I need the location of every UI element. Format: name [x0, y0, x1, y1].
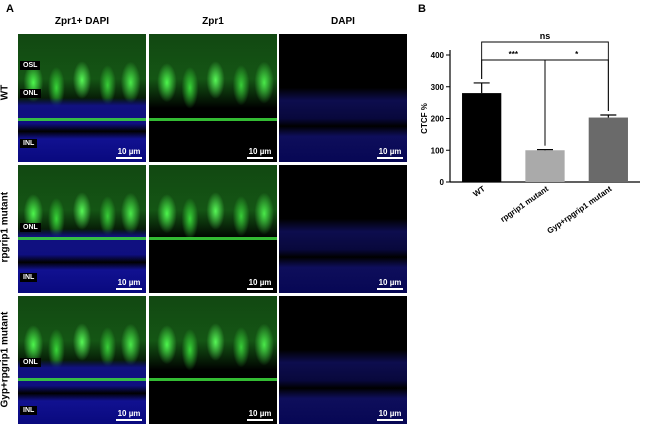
scale-bar: 10 µm [247, 409, 273, 421]
scale-bar: 10 µm [377, 409, 403, 421]
scale-bar: 10 µm [247, 278, 273, 290]
column-header-merge: Zpr1+ DAPI [54, 16, 110, 27]
x-tick-label: WT [471, 184, 486, 199]
panel-b-letter: B [418, 3, 426, 15]
column-header-zpr1: Zpr1 [202, 16, 224, 27]
significance-label: ns [540, 31, 551, 41]
layer-label-inl: INL [20, 406, 38, 415]
scale-bar: 10 µm [247, 147, 273, 159]
layer-label-onl: ONL [20, 358, 41, 367]
bar-2 [588, 117, 628, 182]
scale-bar: 10 µm [116, 147, 142, 159]
y-tick-label: 400 [431, 51, 445, 60]
layer-label-onl: ONL [20, 223, 41, 232]
ctcf-bar-chart: 0 100 200 300 400 CTCF % WT rpgrip1 mutantGyp+r… [420, 31, 640, 236]
scale-bar: 10 µm [377, 147, 403, 159]
micrograph-gyp-rpgrip1-merge: ONL INL 10 µm [18, 296, 146, 424]
bar-0 [462, 93, 502, 182]
scale-bar-text: 10 µm [378, 278, 402, 287]
micrograph-wt-dapi: 10 µm [279, 34, 407, 162]
y-tick-label: 300 [431, 83, 445, 92]
row-label-gyp-rpgrip1-mutant: Gyp+rpgrip1 mutant [0, 311, 11, 408]
bar-1 [525, 150, 565, 182]
row-label-rpgrip1-mutant: rpgrip1 mutant [0, 191, 11, 263]
y-axis-label: CTCF % [420, 103, 429, 134]
scale-bar: 10 µm [116, 278, 142, 290]
y-tick-label: 100 [431, 146, 445, 155]
micrograph-gyp-rpgrip1-dapi: 10 µm [279, 296, 407, 424]
y-tick-label: 200 [431, 115, 445, 124]
significance-label: * [575, 50, 579, 59]
scale-bar: 10 µm [377, 278, 403, 290]
scale-bar-text: 10 µm [378, 147, 402, 156]
scale-bar: 10 µm [116, 409, 142, 421]
significance-bracket [544, 59, 609, 146]
scale-bar-text: 10 µm [248, 409, 272, 418]
micrograph-rpgrip1-dapi: 10 µm [279, 165, 407, 293]
y-tick-label: 0 [440, 178, 445, 187]
scale-bar-text: 10 µm [117, 278, 141, 287]
scale-bar-text: 10 µm [117, 409, 141, 418]
x-tick-label: rpgrip1 mutant [499, 184, 551, 224]
micrograph-wt-merge: OSL ONL INL 10 µm [18, 34, 146, 162]
micrograph-rpgrip1-zpr1: 10 µm [149, 165, 277, 293]
layer-label-onl: ONL [20, 89, 41, 98]
layer-label-osl: OSL [20, 61, 41, 70]
column-header-dapi: DAPI [331, 16, 355, 27]
layer-label-inl: INL [20, 273, 38, 282]
micrograph-rpgrip1-merge: ONL INL 10 µm [18, 165, 146, 293]
scale-bar-text: 10 µm [248, 147, 272, 156]
x-tick-label: Gyp+rpgrip1 mutant [545, 184, 613, 236]
scale-bar-text: 10 µm [378, 409, 402, 418]
scale-bar-text: 10 µm [117, 147, 141, 156]
micrograph-gyp-rpgrip1-zpr1: 10 µm [149, 296, 277, 424]
panel-a-letter: A [6, 3, 14, 15]
layer-label-inl: INL [20, 139, 38, 148]
row-label-wt: WT [0, 84, 11, 101]
scale-bar-text: 10 µm [248, 278, 272, 287]
significance-label: *** [509, 50, 519, 59]
micrograph-wt-zpr1: 10 µm [149, 34, 277, 162]
